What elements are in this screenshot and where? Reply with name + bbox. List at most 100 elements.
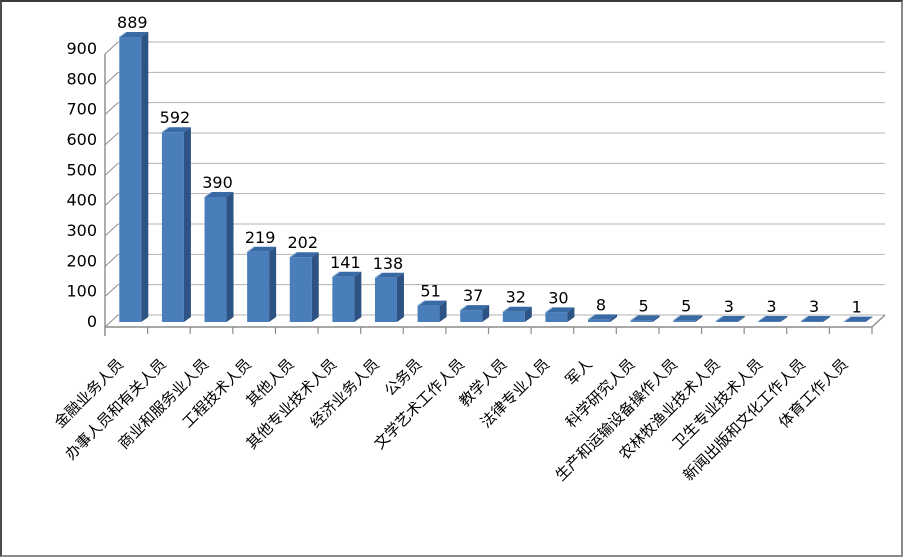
bar-top-highlight [800,315,809,322]
bar-value-label: 3 [724,297,734,316]
bar-side-face [695,315,703,322]
bar-side-face [610,314,618,322]
bar-top-face [758,316,788,322]
y-axis-label: 200 [66,251,97,270]
bar-top-highlight [161,126,170,133]
bar-front-face [374,277,397,322]
bar-front-face [758,321,781,322]
y-axis-label: 700 [66,100,97,119]
bar-front-face [588,319,611,322]
bar-value-label: 592 [160,108,191,127]
bar-side-face [524,306,532,322]
bar-value-label: 138 [373,254,404,273]
bar-value-label: 390 [202,173,233,192]
bar-top-face [417,300,447,306]
bar-front-face [289,257,312,322]
bar-side-face [269,246,277,322]
bar-top-highlight [332,271,340,278]
bar-top-highlight [630,314,638,321]
bar-front-face [417,305,440,322]
bar-front-face [119,37,142,322]
bar-side-face [141,32,149,322]
bar-top-highlight [374,272,383,279]
y-axis-label: 500 [66,160,97,179]
bar-side-face [396,272,404,322]
bar-top-face [289,252,319,258]
bar-front-face [630,320,653,322]
y-axis-tick [104,314,119,328]
bar-top-highlight [119,31,127,38]
y-axis-tick [104,71,119,85]
bar-top-highlight [459,304,468,311]
bar-top-face [630,315,660,321]
bar-front-face [161,132,184,322]
bar-value-label: 3 [809,297,819,316]
y-axis-tick [104,102,119,116]
bar-side-face [226,191,234,322]
y-axis-label: 300 [66,221,97,240]
bar-top-face [801,316,831,322]
bar-top-face [843,316,873,322]
bar-value-label: 202 [287,233,318,252]
y-axis-tick [104,253,119,267]
bar-top-face [332,271,362,277]
y-axis-tick [104,284,119,298]
bar-top-highlight [758,315,766,322]
y-axis-label: 800 [66,69,97,88]
bar-side-face [652,315,660,322]
bar-top-highlight [672,314,681,321]
bar-side-face [354,271,362,322]
bar-top-face [204,191,234,197]
bar-side-face [780,316,788,322]
bar-front-face [502,311,525,322]
bar-side-face [439,300,447,322]
bar-value-label: 32 [506,288,526,307]
bar-side-face [311,252,319,322]
bar-value-label: 141 [330,253,361,272]
bar-side-face [567,307,575,322]
bar-value-label: 1 [852,298,862,317]
bar-side-face [865,316,873,322]
y-axis-label: 400 [66,191,97,210]
y-axis-tick [104,193,119,207]
bar-top-highlight [417,300,425,307]
bar-top-face [502,306,532,312]
bar-front-face [332,276,355,322]
bar-value-label: 5 [681,296,691,315]
bar-top-highlight [204,191,212,198]
bar-front-face [801,321,824,322]
bar-front-face [715,321,738,322]
y-axis-tick [104,41,119,55]
floor-right-edge [871,314,886,328]
y-axis-label: 600 [66,130,97,149]
bar-top-face [588,314,618,320]
bar-top-highlight [545,306,553,313]
bar-top-highlight [843,316,851,323]
bar-front-face [204,196,227,322]
bar-top-face [247,246,277,252]
bar-value-label: 3 [766,297,776,316]
bar-top-face [545,307,575,313]
bar-side-face [737,316,745,322]
bar-side-face [482,305,490,322]
x-axis-label: 军人 [562,355,596,389]
bar-value-label: 30 [548,288,568,307]
bar-front-face [460,310,483,322]
y-axis-tick [104,162,119,176]
bar-value-label: 51 [420,282,440,301]
bar-top-face [374,272,404,278]
y-axis-label: 100 [66,282,97,301]
bar-value-label: 8 [596,295,606,314]
bar-value-label: 37 [463,286,483,305]
y-axis-tick [104,223,119,237]
bar-top-highlight [289,251,298,258]
bar-top-highlight [246,246,255,253]
bar-top-face [460,305,490,311]
bar-top-face [673,315,703,321]
bar-front-face [545,312,568,322]
bar-front-face [673,320,696,322]
bar-front-face [247,251,270,322]
bar-value-label: 219 [245,228,276,247]
